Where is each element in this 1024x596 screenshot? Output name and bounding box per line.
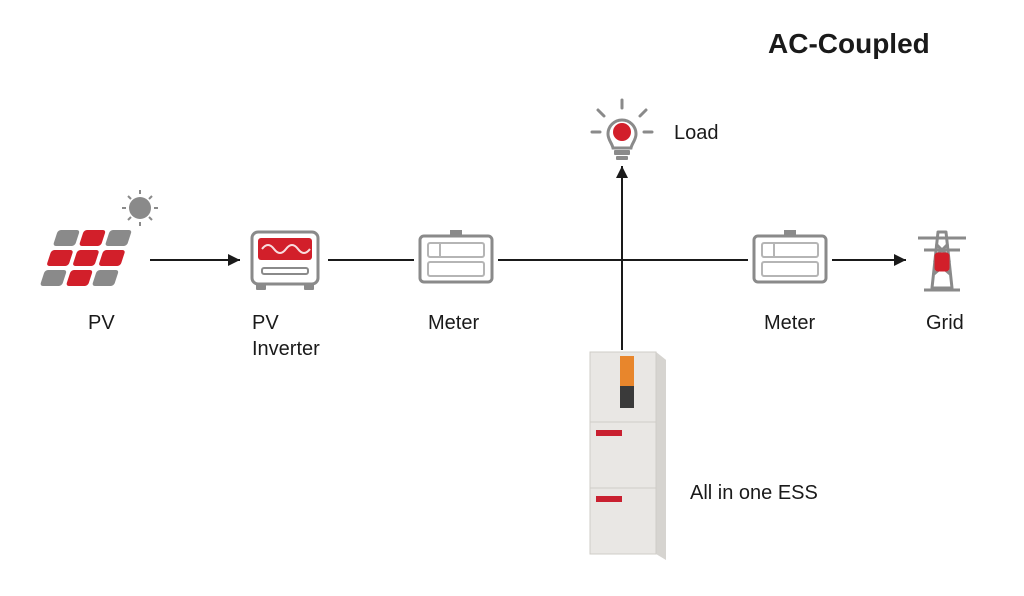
pv-icon [40,190,158,286]
meter2-icon [754,230,826,282]
arrowheads [228,166,906,266]
load-icon [592,100,652,160]
meter1-icon [420,230,492,282]
ess-icon [590,352,666,560]
pv-inverter-icon [252,232,318,290]
diagram-canvas [0,0,1024,596]
grid-icon [918,232,966,290]
